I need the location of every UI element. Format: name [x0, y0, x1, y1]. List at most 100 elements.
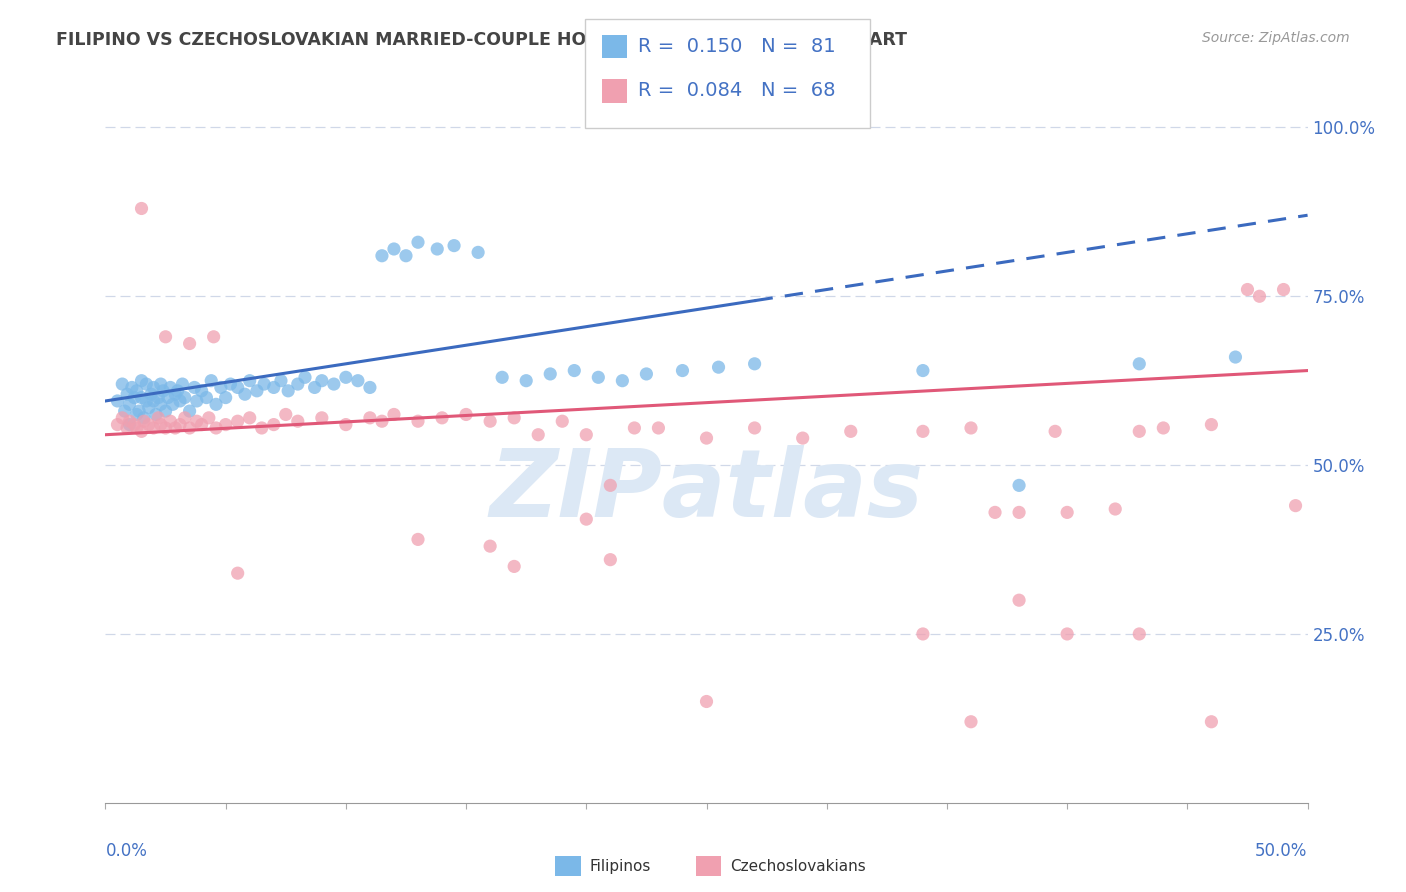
Point	[911, 425, 934, 439]
Point	[142, 421, 165, 435]
Point	[636, 367, 658, 381]
Point	[1152, 421, 1174, 435]
Point	[169, 417, 191, 432]
Point	[263, 380, 285, 394]
Point	[149, 397, 172, 411]
Point	[156, 391, 179, 405]
Point	[371, 249, 394, 263]
Point	[131, 374, 153, 388]
Point	[454, 408, 477, 422]
Point	[335, 370, 357, 384]
Point	[111, 410, 134, 425]
Point	[124, 391, 146, 405]
Point	[107, 417, 129, 432]
Point	[179, 421, 201, 435]
Point	[162, 397, 184, 411]
Point	[253, 377, 276, 392]
Point	[190, 417, 212, 432]
Point	[148, 391, 170, 405]
Point	[190, 384, 212, 398]
Point	[246, 384, 269, 398]
Point	[128, 404, 150, 418]
Point	[214, 417, 236, 432]
Point	[131, 425, 153, 439]
Point	[165, 387, 187, 401]
Text: 0.0%: 0.0%	[105, 842, 148, 860]
Point	[179, 404, 201, 418]
Point	[395, 249, 418, 263]
Point	[311, 410, 333, 425]
Point	[744, 357, 766, 371]
Point	[335, 417, 357, 432]
Point	[149, 377, 172, 392]
Text: R =  0.150   N =  81: R = 0.150 N = 81	[638, 37, 837, 56]
Text: 50.0%: 50.0%	[1256, 842, 1308, 860]
Point	[142, 394, 165, 409]
Point	[142, 380, 165, 394]
Point	[1236, 283, 1258, 297]
Point	[575, 427, 598, 442]
Point	[200, 374, 222, 388]
Point	[551, 414, 574, 428]
Point	[599, 552, 621, 566]
Point	[443, 238, 465, 252]
Point	[226, 566, 249, 581]
Point	[479, 539, 502, 553]
Point	[172, 377, 194, 392]
Point	[132, 410, 155, 425]
Point	[1008, 593, 1031, 607]
Point	[647, 421, 669, 435]
Point	[839, 425, 862, 439]
Point	[371, 414, 394, 428]
Point	[159, 380, 181, 394]
Point	[132, 414, 155, 428]
Point	[322, 377, 344, 392]
Point	[145, 408, 167, 422]
Point	[287, 414, 309, 428]
Point	[179, 336, 201, 351]
Text: FILIPINO VS CZECHOSLOVAKIAN MARRIED-COUPLE HOUSEHOLDS CORRELATION CHART: FILIPINO VS CZECHOSLOVAKIAN MARRIED-COUP…	[56, 31, 907, 49]
Point	[406, 235, 429, 250]
Point	[575, 512, 598, 526]
Point	[599, 478, 621, 492]
Point	[274, 408, 297, 422]
Point	[148, 410, 170, 425]
Point	[159, 414, 181, 428]
Point	[186, 414, 208, 428]
Point	[527, 427, 550, 442]
Point	[155, 330, 177, 344]
Point	[1008, 505, 1031, 519]
Point	[135, 377, 157, 392]
Point	[1056, 505, 1078, 519]
Text: Source: ZipAtlas.com: Source: ZipAtlas.com	[1202, 31, 1350, 45]
Point	[250, 421, 273, 435]
Point	[169, 394, 191, 409]
Point	[430, 410, 453, 425]
Point	[359, 380, 381, 394]
Point	[1201, 417, 1223, 432]
Point	[1201, 714, 1223, 729]
Point	[214, 391, 236, 405]
Point	[426, 242, 449, 256]
Point	[347, 374, 370, 388]
Point	[263, 417, 285, 432]
Point	[503, 410, 526, 425]
Point	[183, 380, 205, 394]
Point	[173, 391, 195, 405]
Point	[135, 394, 157, 409]
Point	[911, 363, 934, 377]
Point	[491, 370, 513, 384]
Point	[538, 367, 561, 381]
Point	[623, 421, 645, 435]
Point	[696, 431, 718, 445]
Point	[155, 421, 177, 435]
Point	[294, 370, 316, 384]
Text: R =  0.084   N =  68: R = 0.084 N = 68	[638, 81, 835, 101]
Point	[1043, 425, 1066, 439]
Point	[359, 410, 381, 425]
Point	[960, 714, 983, 729]
Point	[960, 421, 983, 435]
Point	[588, 370, 610, 384]
Point	[239, 410, 262, 425]
Point	[131, 391, 153, 405]
